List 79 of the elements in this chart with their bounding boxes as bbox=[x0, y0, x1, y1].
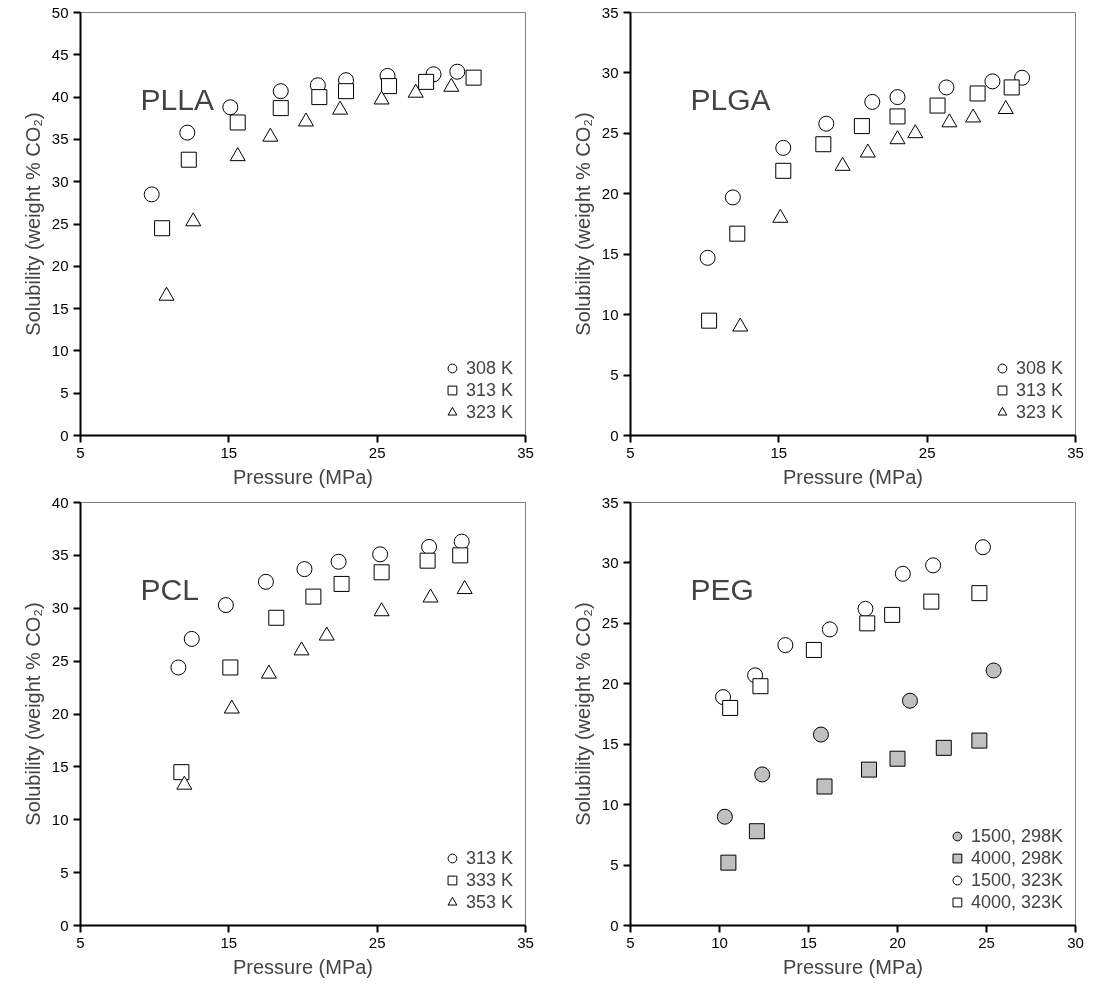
legend-label: 308 K bbox=[1015, 357, 1063, 379]
x-tick-label: 15 bbox=[220, 443, 238, 461]
y-tick-label: 20 bbox=[601, 184, 619, 202]
y-axis-title: Solubility (weight % CO₂) bbox=[571, 112, 594, 336]
y-tick-label: 20 bbox=[601, 674, 619, 692]
y-tick-label: 0 bbox=[610, 426, 619, 444]
x-tick-label: 15 bbox=[770, 443, 788, 461]
text: PLLA bbox=[140, 82, 214, 116]
legend-label: 1500, 298K bbox=[970, 825, 1063, 847]
y-tick-label: 10 bbox=[601, 795, 619, 813]
y-tick-label: 15 bbox=[51, 299, 69, 317]
text: PLGA bbox=[690, 82, 771, 116]
y-axis-title: Solubility (weight % CO₂) bbox=[21, 602, 44, 826]
x-tick-label: 5 bbox=[626, 933, 635, 951]
y-tick-label: 30 bbox=[601, 553, 619, 571]
y-tick-label: 30 bbox=[51, 172, 69, 190]
x-axis-title: Pressure (MPa) bbox=[782, 955, 924, 978]
y-tick-label: 15 bbox=[601, 245, 619, 263]
y-axis-title: Solubility (weight % CO₂) bbox=[571, 602, 594, 826]
x-axis-title: Pressure (MPa) bbox=[232, 465, 374, 488]
x-tick-label: 25 bbox=[368, 933, 386, 951]
y-tick-label: 35 bbox=[51, 130, 69, 148]
y-tick-label: 25 bbox=[601, 124, 619, 142]
legend-label: 323 K bbox=[1015, 401, 1063, 423]
y-tick-label: 20 bbox=[51, 257, 69, 275]
x-tick-label: 25 bbox=[368, 443, 386, 461]
y-tick-label: 0 bbox=[610, 916, 619, 934]
x-tick-label: 35 bbox=[1067, 443, 1084, 461]
x-tick-label: 25 bbox=[918, 443, 936, 461]
y-tick-label: 25 bbox=[51, 652, 69, 670]
legend-label: 313 K bbox=[1015, 379, 1063, 401]
y-tick-label: 25 bbox=[601, 614, 619, 632]
text: PCL bbox=[140, 572, 199, 606]
y-tick-label: 50 bbox=[51, 3, 69, 21]
legend-label: 313 K bbox=[465, 847, 513, 869]
x-tick-label: 25 bbox=[978, 933, 995, 951]
x-axis-title: Pressure (MPa) bbox=[782, 465, 924, 488]
x-tick-label: 15 bbox=[800, 933, 817, 951]
y-tick-label: 25 bbox=[51, 215, 69, 232]
x-tick-label: 35 bbox=[517, 443, 534, 461]
y-tick-label: 5 bbox=[610, 856, 619, 874]
legend-label: 313 K bbox=[465, 379, 513, 401]
y-tick-label: 10 bbox=[51, 341, 69, 359]
y-tick-label: 10 bbox=[51, 810, 69, 828]
legend-label: 4000, 298K bbox=[970, 847, 1063, 869]
x-tick-label: 20 bbox=[889, 933, 906, 951]
y-tick-label: 45 bbox=[51, 45, 69, 63]
text: PEG bbox=[690, 572, 754, 606]
y-axis-title: Solubility (weight % CO₂) bbox=[21, 112, 44, 336]
legend-label: 4000, 323K bbox=[970, 891, 1063, 913]
y-tick-label: 15 bbox=[51, 757, 69, 775]
y-tick-label: 20 bbox=[51, 705, 69, 722]
y-tick-label: 0 bbox=[60, 426, 69, 444]
y-tick-label: 5 bbox=[60, 384, 69, 402]
y-tick-label: 10 bbox=[601, 305, 619, 323]
y-tick-label: 15 bbox=[601, 735, 619, 753]
y-tick-label: 0 bbox=[60, 916, 69, 934]
y-tick-label: 30 bbox=[601, 63, 619, 81]
y-tick-label: 5 bbox=[60, 863, 69, 881]
legend-label: 308 K bbox=[465, 357, 513, 379]
x-tick-label: 35 bbox=[517, 933, 534, 951]
x-axis-title: Pressure (MPa) bbox=[232, 955, 374, 978]
legend-label: 353 K bbox=[465, 891, 513, 913]
y-tick-label: 40 bbox=[51, 493, 69, 511]
x-tick-label: 10 bbox=[711, 933, 728, 951]
x-tick-label: 30 bbox=[1067, 933, 1084, 951]
y-tick-label: 35 bbox=[601, 493, 619, 511]
y-tick-label: 30 bbox=[51, 599, 69, 617]
y-tick-label: 35 bbox=[601, 3, 619, 21]
x-tick-label: 5 bbox=[626, 443, 635, 461]
y-tick-label: 40 bbox=[51, 88, 69, 106]
x-tick-label: 5 bbox=[76, 933, 85, 951]
x-tick-label: 5 bbox=[76, 443, 85, 461]
y-tick-label: 35 bbox=[51, 546, 69, 564]
legend-label: 1500, 323K bbox=[970, 869, 1063, 891]
legend-label: 333 K bbox=[465, 869, 513, 891]
x-tick-label: 15 bbox=[220, 933, 238, 951]
y-tick-label: 5 bbox=[610, 366, 619, 384]
legend-label: 323 K bbox=[465, 401, 513, 423]
